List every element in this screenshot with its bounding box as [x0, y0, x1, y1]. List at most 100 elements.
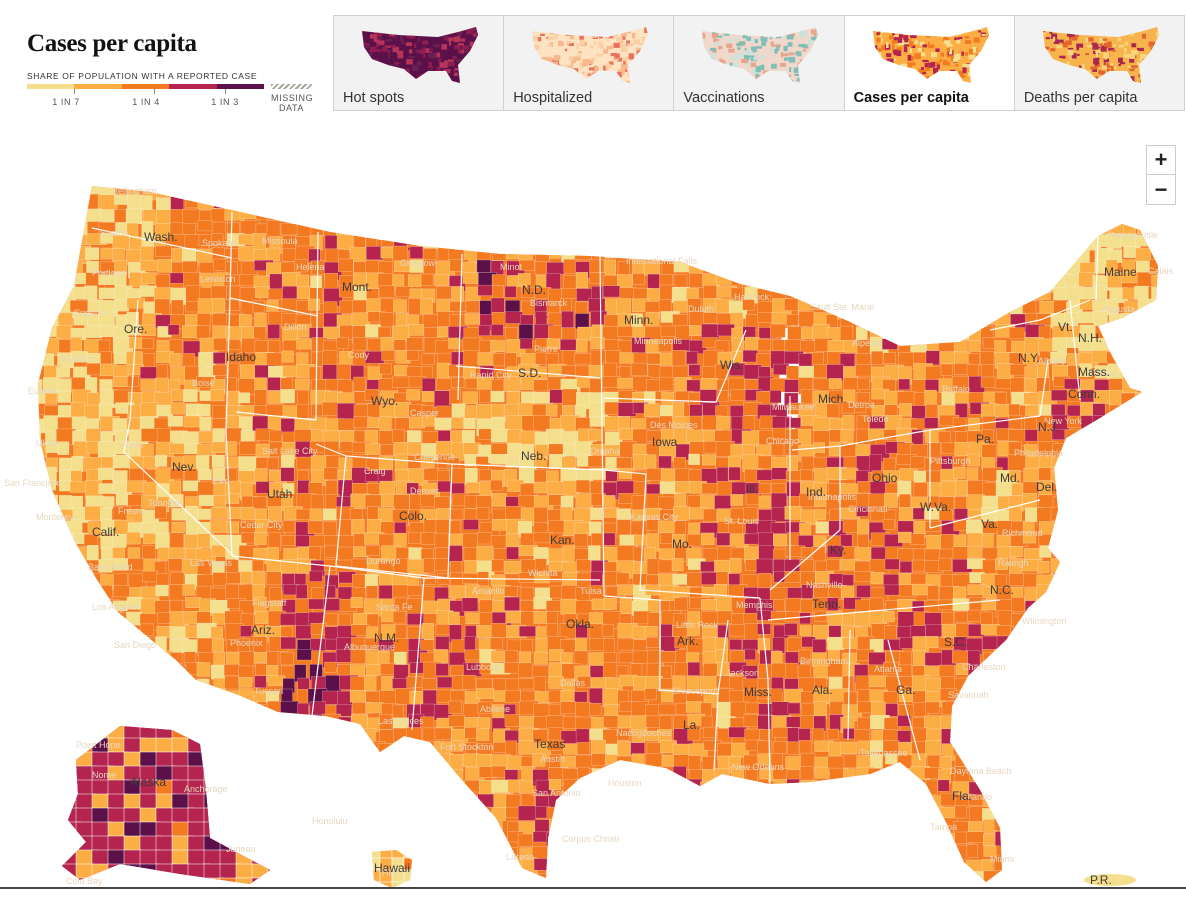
county-cell: [686, 429, 706, 443]
county-cell: [297, 390, 310, 405]
tab-vaccinations[interactable]: Vaccinations: [673, 15, 845, 111]
county-cell: [996, 207, 1015, 222]
thumbnail-cell: [621, 46, 628, 52]
tab-deaths-per-capita[interactable]: Deaths per capita: [1013, 15, 1186, 111]
county-cell: [854, 560, 871, 573]
county-cell: [38, 664, 45, 677]
county-cell: [1025, 729, 1040, 746]
county-cell: [535, 311, 548, 326]
tab-cases-per-capita[interactable]: Cases per capita: [843, 15, 1015, 111]
county-cell: [434, 558, 449, 571]
county-cell: [1150, 480, 1158, 492]
tab-hospitalized[interactable]: Hospitalized: [503, 15, 675, 111]
county-cell: [197, 298, 215, 315]
county-cell: [58, 186, 72, 198]
thumbnail-cell: [878, 65, 881, 69]
county-cell: [898, 245, 911, 261]
thumbnail-cell: [449, 40, 452, 46]
county-cell: [1108, 625, 1123, 638]
thumbnail-cell: [775, 27, 781, 30]
thumbnail-cell: [373, 29, 376, 31]
thumbnail-cell: [803, 49, 807, 52]
county-cell: [1010, 676, 1027, 694]
county-cell: [99, 676, 116, 690]
county-cell: [72, 586, 89, 597]
county-cell: [898, 531, 912, 543]
thumbnail-cell: [1118, 63, 1121, 67]
thumbnail-cell: [404, 70, 409, 76]
county-cell: [255, 223, 269, 235]
county-cell: [857, 169, 872, 182]
county-cell: [1093, 678, 1114, 689]
county-cell: [815, 246, 835, 259]
thumbnail-cell: [813, 32, 817, 37]
county-cell: [812, 417, 832, 432]
county-cell: [227, 703, 248, 719]
tab-hot-spots[interactable]: Hot spots: [333, 15, 505, 111]
thumbnail-cell: [874, 86, 877, 89]
thumbnail-cell: [373, 37, 380, 42]
county-cell: [728, 262, 750, 274]
thumbnail-cell: [475, 50, 478, 54]
county-cell: [1108, 186, 1127, 198]
county-cell: [43, 311, 59, 327]
thumbnail-cell: [758, 22, 764, 26]
county-cell: [533, 415, 551, 432]
county-cell: [1092, 661, 1110, 679]
thumbnail-cell: [545, 25, 550, 28]
thumbnail-cell: [1162, 43, 1163, 46]
county-cell: [800, 469, 813, 481]
county-cell: [884, 312, 903, 329]
county-cell: [38, 403, 46, 415]
county-cell: [1147, 585, 1158, 598]
thumbnail-cell: [1104, 84, 1109, 89]
county-cell: [296, 403, 309, 419]
thumbnail-cell: [580, 78, 584, 81]
county-cell: [1053, 221, 1069, 237]
county-cell: [1037, 561, 1050, 574]
county-cell: [1109, 208, 1125, 223]
county-cell: [1150, 496, 1158, 515]
county-cell: [786, 260, 803, 275]
county-cell: [506, 391, 521, 405]
county-cell: [364, 766, 383, 782]
county-cell: [1136, 339, 1155, 354]
thumbnail-cell: [533, 68, 541, 72]
us-county-map[interactable]: Bellingham Seattle Spokane Portland Euge…: [0, 120, 1186, 888]
county-cell: [1079, 363, 1092, 378]
thumbnail-cell: [920, 81, 926, 83]
missing-data-swatch: [271, 84, 312, 89]
county-cell: [297, 480, 310, 496]
thumbnail-cell: [884, 88, 891, 89]
thumbnail-cell: [537, 75, 542, 81]
county-cell: [1107, 769, 1122, 785]
county-cell: [940, 220, 958, 235]
county-cell: [601, 624, 614, 637]
county-cell: [520, 587, 535, 601]
county-cell: [337, 403, 356, 421]
county-cell: [113, 585, 130, 598]
county-cell: [897, 186, 913, 187]
county-cell: [602, 662, 618, 678]
county-cell: [547, 170, 559, 182]
thumbnail-cell: [1092, 58, 1099, 65]
county-cell: [980, 351, 995, 366]
county-cell: [140, 428, 161, 442]
county-cell: [548, 325, 562, 341]
thumbnail-cell: [393, 82, 399, 83]
thumbnail-cell: [814, 84, 817, 87]
thumbnail-cell: [565, 48, 568, 52]
county-cell: [170, 572, 185, 586]
county-cell: [1050, 636, 1071, 650]
thumbnail-cell: [1092, 43, 1099, 50]
county-cell: [814, 220, 834, 234]
thumbnail-cell: [1048, 64, 1052, 70]
thumbnail-cell: [897, 68, 902, 72]
thumbnail-cell: [750, 27, 754, 31]
thumbnail-cell: [1085, 37, 1088, 43]
county-cell: [38, 612, 47, 630]
county-cell: [380, 444, 394, 456]
county-cell: [381, 350, 395, 361]
thumbnail-cell: [1082, 27, 1090, 33]
thumbnail-cell: [475, 79, 478, 83]
